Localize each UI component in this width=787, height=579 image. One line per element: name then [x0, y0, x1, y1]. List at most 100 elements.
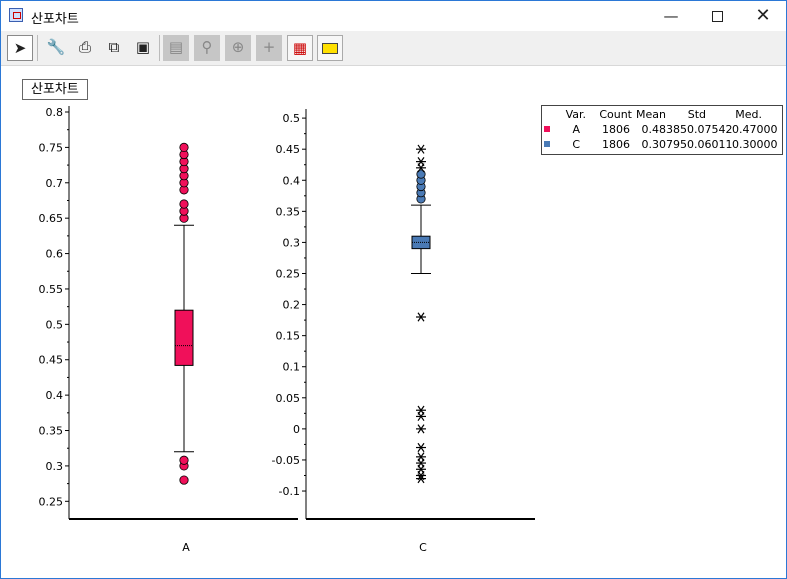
maximize-button[interactable] [694, 1, 740, 31]
zoom-button[interactable]: ⚲ [194, 35, 220, 61]
boxplot-area: 0.25 0.3 0.35 0.4 0.45 0.5 0.55 0.6 0.65 0.7 0.75 0… [39, 106, 535, 554]
extreme-outlier-point [416, 411, 426, 422]
y-tick-label: -0.1 [279, 485, 300, 498]
extreme-outlier-point [416, 442, 426, 453]
copy-pages-icon: ⧉ [108, 38, 120, 56]
y-tick-label: 0.55 [39, 283, 64, 296]
wrench-screwdriver-icon: 🔧 [46, 38, 66, 56]
x-axis-label: C [419, 541, 427, 554]
y-tick-label: 0.5 [283, 112, 301, 125]
y-tick-label: 0.35 [276, 205, 301, 218]
x-axis-label: A [182, 541, 190, 554]
outlier-point [179, 475, 189, 485]
y-tick-label: 0.45 [39, 354, 64, 367]
axis-icon: ⊕ [231, 38, 245, 56]
extreme-outlier-point [416, 464, 426, 474]
minimize-button[interactable]: — [648, 1, 694, 31]
y-tick-label: 0.5 [46, 318, 64, 331]
legend-med: 0.47000 [732, 123, 778, 136]
legend-header-count: Count [599, 108, 632, 121]
legend-header-row: Var. Count Mean Std Med. [542, 107, 782, 122]
legend-std: 0.06011 [687, 138, 733, 151]
y-tick-label: 0.35 [39, 425, 64, 438]
asterisk-stroke [417, 424, 425, 434]
y-tick-label: 0.05 [276, 392, 301, 405]
extreme-outlier-point [416, 144, 426, 154]
toolbar-separator [159, 35, 160, 61]
crosshair-icon: + [262, 38, 276, 56]
y-tick-label: 0.6 [46, 248, 64, 261]
legend-row-c: C 1806 0.30795 0.06011 0.30000 [542, 137, 782, 152]
legend-var: A [572, 123, 580, 136]
copy-button[interactable]: ⧉ [101, 35, 127, 61]
y-tick-label: -0.05 [272, 454, 300, 467]
y-tick-label: 0.8 [46, 106, 64, 119]
crosshair-button[interactable]: + [256, 35, 282, 61]
legend-var: C [572, 138, 580, 151]
extreme-outlier-point [416, 458, 426, 468]
chart-window-icon[interactable] [9, 8, 23, 22]
legend-row-a: A 1806 0.48385 0.07542 0.47000 [542, 122, 782, 137]
label-icon [322, 43, 338, 54]
y-tick-label: 0.4 [46, 389, 64, 402]
legend-swatch-c [544, 141, 550, 147]
print-button[interactable]: ⎙ [72, 35, 98, 61]
maximize-icon [711, 11, 723, 22]
legend-swatch-a [544, 126, 550, 132]
axis-button[interactable]: ⊕ [225, 35, 251, 61]
legend-count: 1806 [602, 123, 630, 136]
outlier-point [179, 455, 189, 465]
outlier-point [179, 199, 189, 209]
y-tick-label: 0.1 [283, 361, 301, 374]
y-tick-label: 0.3 [283, 236, 301, 249]
legend-med: 0.30000 [732, 138, 778, 151]
floppy-disk-icon: ▣ [135, 38, 151, 56]
extreme-outlier-point [416, 474, 426, 484]
y-tick-label: 0 [293, 423, 300, 436]
legend: Var. Count Mean Std Med. A 1806 0.48385 … [541, 105, 783, 155]
minimize-icon: — [663, 7, 679, 25]
extreme-outlier-point [416, 157, 426, 167]
toolbar: ➤ 🔧 ⎙ ⧉ ▣ ▤ ⚲ ⊕ + ▦ [1, 31, 786, 66]
boxplot-panel-a: 0.25 0.3 0.35 0.4 0.45 0.5 0.55 0.6 0.65 0.7 0.75 0… [39, 106, 298, 554]
magnify-icon: ⚲ [201, 38, 213, 56]
export-button[interactable]: ▦ [287, 35, 313, 61]
title-bar[interactable]: 산포차트 — ✕ [1, 1, 786, 31]
export-icon: ▦ [292, 39, 308, 57]
window-title: 산포차트 [31, 12, 79, 27]
pointer-button[interactable]: ➤ [7, 35, 33, 61]
outlier-point [416, 169, 426, 179]
page-icon: ▤ [168, 38, 184, 56]
extreme-outlier-point [416, 452, 426, 462]
page-setup-button[interactable]: ▤ [163, 35, 189, 61]
label-button[interactable] [317, 35, 343, 61]
y-tick-label: 0.75 [39, 141, 64, 154]
save-button[interactable]: ▣ [130, 35, 156, 61]
asterisk-stroke [417, 442, 425, 453]
y-tick-label: 0.45 [276, 143, 301, 156]
extreme-outlier-point [416, 424, 426, 434]
close-icon: ✕ [755, 5, 771, 26]
asterisk-stroke [417, 157, 425, 167]
y-tick-label: 0.3 [46, 460, 64, 473]
extreme-outlier-point [416, 405, 426, 415]
arrow-pointer-icon: ➤ [13, 39, 27, 57]
tools-button[interactable]: 🔧 [43, 35, 69, 61]
legend-mean: 0.48385 [641, 123, 688, 136]
outlier-point [179, 142, 189, 152]
legend-count: 1806 [602, 138, 630, 151]
asterisk-stroke [417, 474, 425, 484]
boxplot-panel-c: -0.1 -0.05 0 0.05 0.1 0.15 0.2 0.25 0.3 0.35 0.4 0.… [272, 109, 535, 554]
chart-title: 산포차트 [22, 79, 88, 100]
asterisk-stroke [417, 411, 425, 422]
y-tick-label: 0.15 [276, 330, 301, 343]
asterisk-stroke [417, 144, 425, 154]
legend-mean: 0.30795 [641, 138, 688, 151]
close-button[interactable]: ✕ [740, 1, 786, 31]
y-tick-label: 0.25 [276, 267, 301, 280]
asterisk-stroke [417, 312, 425, 322]
legend-header-std: Std [687, 108, 706, 121]
y-tick-label: 0.2 [283, 299, 301, 312]
y-tick-label: 0.65 [39, 212, 64, 225]
